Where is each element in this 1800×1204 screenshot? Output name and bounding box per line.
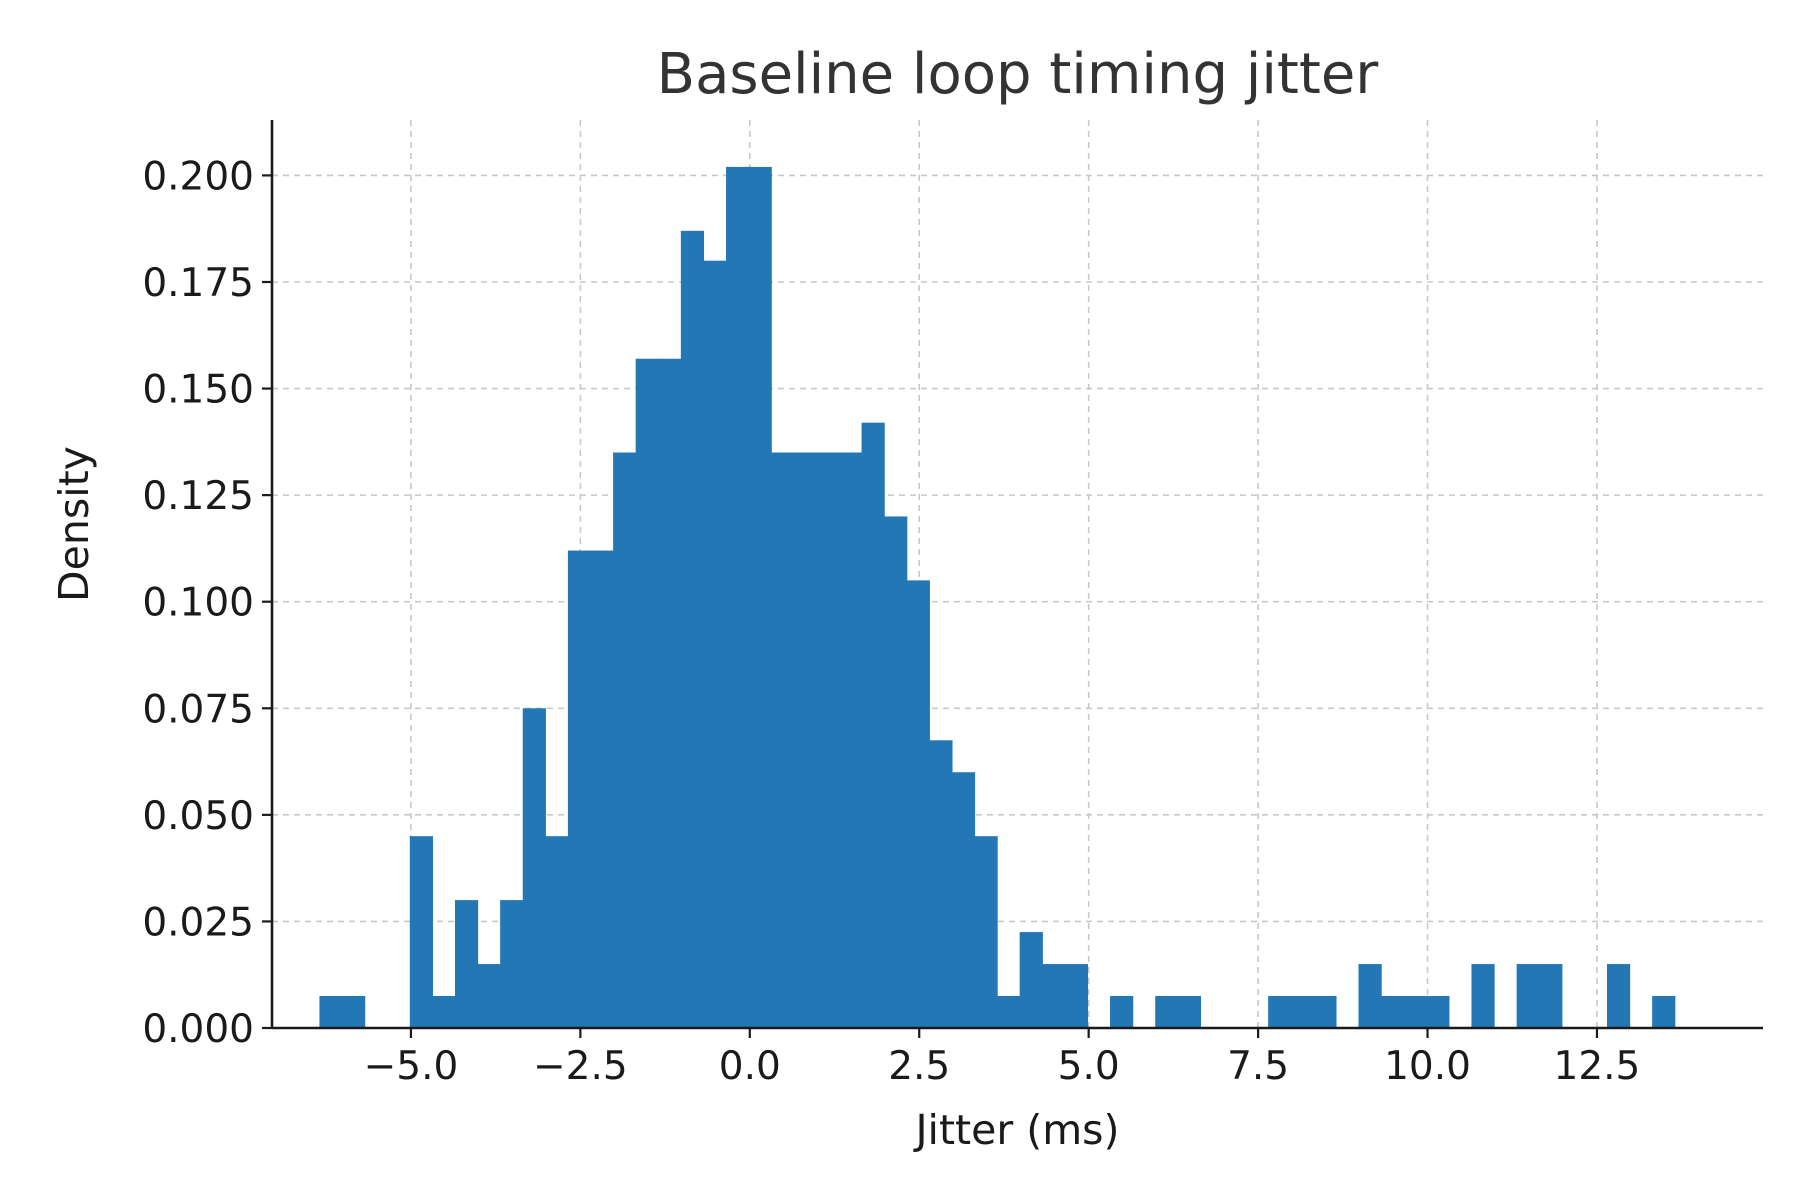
- y-tick-label: 0.000: [142, 1007, 254, 1052]
- histogram-bar: [454, 900, 479, 1028]
- histogram-bar: [522, 708, 546, 1028]
- x-tick-label: 2.5: [888, 1044, 950, 1089]
- histogram-bar: [1358, 964, 1382, 1028]
- y-tick-label: 0.125: [142, 474, 254, 519]
- histogram-bar: [838, 452, 863, 1028]
- x-tick-label: 0.0: [719, 1044, 781, 1089]
- histogram-bar: [500, 900, 524, 1028]
- histogram-bar: [861, 422, 885, 1029]
- x-axis-label: Jitter (ms): [912, 1106, 1119, 1154]
- histogram-bar: [477, 964, 501, 1028]
- histogram-bar: [1606, 964, 1631, 1028]
- histogram-bar: [1290, 996, 1314, 1028]
- histogram-bar: [929, 740, 953, 1028]
- histogram-bar: [545, 836, 569, 1028]
- histogram-bar: [1177, 996, 1201, 1028]
- histogram-bar: [1426, 996, 1450, 1028]
- histogram-bar: [906, 580, 930, 1028]
- y-tick-label: 0.200: [142, 154, 254, 199]
- histogram-bar: [635, 358, 659, 1028]
- y-tick-label: 0.025: [142, 900, 254, 945]
- x-tick-label: 7.5: [1227, 1044, 1289, 1089]
- bars: [319, 166, 1676, 1029]
- x-tick-label: 12.5: [1554, 1044, 1641, 1089]
- histogram-bar: [703, 260, 727, 1029]
- x-tick-label: 5.0: [1058, 1044, 1120, 1089]
- histogram-bar: [658, 358, 682, 1028]
- histogram-bar: [997, 996, 1021, 1028]
- grid: [272, 120, 1763, 1029]
- histogram-bar: [1652, 996, 1676, 1028]
- histogram-bar: [1268, 996, 1292, 1028]
- y-tick-label: 0.075: [142, 687, 254, 732]
- histogram-bar: [1042, 964, 1066, 1028]
- histogram-bar: [1471, 964, 1495, 1028]
- histogram-bar: [567, 550, 592, 1028]
- x-ticks: −5.0 −2.5 0.0 2.5 5.0 7.5 10.0 12.5: [364, 1028, 1641, 1089]
- axes: [270, 120, 1763, 1030]
- x-tick-label: −2.5: [533, 1044, 628, 1089]
- histogram-bar: [432, 996, 456, 1028]
- histogram-bar: [816, 452, 840, 1028]
- histogram-bar: [748, 166, 772, 1028]
- y-tick-label: 0.150: [142, 368, 254, 413]
- histogram-bar: [1381, 996, 1405, 1028]
- histogram-bar: [319, 996, 343, 1028]
- histogram-bar: [1403, 996, 1427, 1028]
- histogram-bar: [613, 452, 637, 1028]
- histogram-bar: [771, 452, 795, 1028]
- histogram-bar: [1313, 996, 1337, 1028]
- histogram-bar: [409, 836, 433, 1028]
- histogram-bar: [590, 550, 614, 1028]
- histogram-bar: [884, 516, 908, 1028]
- histogram-bar: [793, 452, 817, 1028]
- y-axis-label: Density: [50, 446, 98, 602]
- histogram-bar: [974, 836, 998, 1028]
- histogram-bar: [951, 772, 976, 1028]
- y-ticks: 0.000 0.025 0.050 0.075 0.100 0.125 0.150 0.175…: [142, 154, 272, 1052]
- histogram-bar: [1155, 996, 1179, 1028]
- x-tick-label: −5.0: [364, 1044, 459, 1089]
- histogram-bar: [1539, 964, 1563, 1028]
- y-tick-label: 0.050: [142, 794, 254, 839]
- chart-title: Baseline loop timing jitter: [657, 42, 1380, 107]
- histogram-bar: [342, 996, 366, 1028]
- histogram-bar: [1516, 964, 1540, 1028]
- histogram-bar: [1064, 964, 1089, 1028]
- histogram-bar: [726, 166, 750, 1028]
- histogram-bar: [1110, 996, 1134, 1028]
- histogram-bar: [680, 230, 705, 1028]
- y-tick-label: 0.175: [142, 261, 254, 306]
- y-tick-label: 0.100: [142, 581, 254, 626]
- histogram-bar: [1019, 932, 1043, 1028]
- x-tick-label: 10.0: [1384, 1044, 1471, 1089]
